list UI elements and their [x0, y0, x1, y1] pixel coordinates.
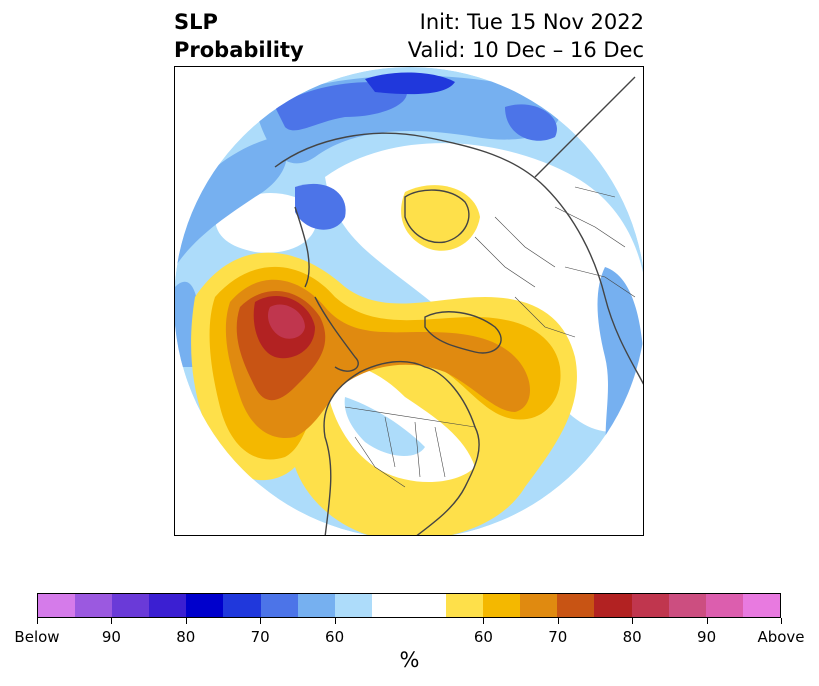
colorbar-segment: [223, 594, 261, 617]
colorbar-segment: [149, 594, 187, 617]
north-america-coast: [323, 360, 480, 535]
political-borders: [344, 186, 636, 488]
map-panel: [174, 66, 644, 536]
colorbar-tick-label: 60: [325, 628, 345, 646]
colorbar-tick-label: 90: [101, 628, 121, 646]
colorbar-tick-label: 70: [548, 628, 568, 646]
colorbar: [37, 593, 781, 618]
kamchatka-coast: [294, 206, 310, 288]
colorbar-tick-mark: [781, 618, 782, 624]
colorbar-tick-mark: [185, 618, 187, 624]
colorbar-segment: [297, 594, 335, 617]
colorbar-segment: [371, 594, 447, 617]
title-variable: SLP: [174, 10, 218, 34]
field-above-95: [267, 304, 305, 339]
field-below-90-core: [365, 72, 455, 95]
colorbar-segment: [483, 594, 521, 617]
eurasia-coast: [274, 132, 643, 385]
title-left: SLP Probability: [174, 8, 304, 64]
colorbar-tick-mark: [632, 618, 634, 624]
asia-borders: [554, 186, 636, 298]
colorbar-segment: [75, 594, 113, 617]
europe-borders: [474, 216, 576, 338]
colorbar-segment: [594, 594, 632, 617]
scandinavia-coast: [404, 189, 470, 244]
colorbar-tick-label: 80: [176, 628, 196, 646]
colorbar-tick-label: 80: [622, 628, 642, 646]
colorbar-tick-mark: [37, 618, 38, 624]
colorbar-segment: [520, 594, 558, 617]
colorbar-segment: [705, 594, 743, 617]
greenland-coast: [424, 311, 502, 354]
colorbar-segment: [260, 594, 298, 617]
colorbar-tick-mark: [111, 618, 113, 624]
us-canada-border: [344, 406, 476, 428]
title-valid-range: Valid: 10 Dec – 16 Dec: [407, 38, 644, 62]
asia-border: [534, 76, 636, 178]
us-state-borders: [354, 416, 446, 488]
colorbar-ticks: Below 90 80 70 60 60 70 80 90 Above: [14, 618, 805, 646]
colorbar-unit-label: %: [399, 648, 420, 672]
title-product: Probability: [174, 38, 304, 62]
alaska-coast: [314, 296, 359, 372]
field-below-80-europe: [295, 183, 346, 230]
colorbar-segment: [38, 594, 76, 617]
field-below-70-pacific: [175, 137, 287, 267]
field-below-60-namerica: [344, 397, 425, 457]
title-right: Init: Tue 15 Nov 2022 Valid: 10 Dec – 16…: [408, 8, 644, 64]
colorbar-segment: [668, 594, 706, 617]
colorbar-tick-mark: [334, 618, 336, 624]
field-below-80-siberia: [275, 82, 407, 131]
coastlines: [274, 76, 643, 535]
field-neutral-pacific: [215, 193, 317, 253]
colorbar-segment: [742, 594, 780, 617]
colorbar-segment: [334, 594, 372, 617]
colorbar-tick-label: 70: [250, 628, 270, 646]
colorbar-tick-mark: [483, 618, 485, 624]
colorbar-tick-label: Above: [757, 628, 805, 646]
colorbar-segment: [446, 594, 484, 617]
colorbar-tick-label: 60: [473, 628, 493, 646]
polar-map: [175, 67, 643, 535]
colorbar-segment: [631, 594, 669, 617]
colorbar-tick-mark: [706, 618, 708, 624]
colorbar-tick-mark: [557, 618, 559, 624]
colorbar-tick-mark: [260, 618, 262, 624]
title-init-date: Init: Tue 15 Nov 2022: [419, 10, 644, 34]
field-neutral-namerica: [325, 364, 475, 482]
colorbar-segment: [557, 594, 595, 617]
field-below-80-asia: [505, 104, 557, 141]
colorbar-segment: [112, 594, 150, 617]
probability-field: [175, 67, 643, 535]
colorbar-tick-label: Below: [14, 628, 60, 646]
colorbar-tick-label: 90: [697, 628, 717, 646]
colorbar-segment: [186, 594, 224, 617]
